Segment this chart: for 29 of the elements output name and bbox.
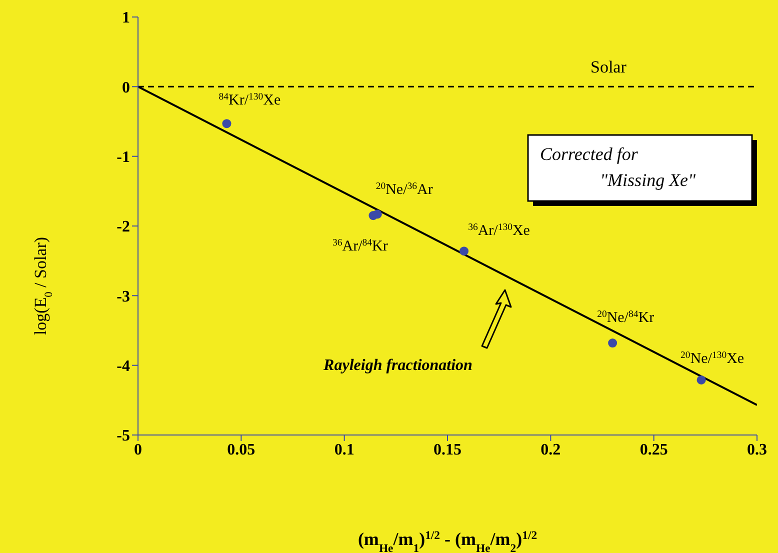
x-tick-label: 0.25 — [640, 441, 668, 458]
annotation: $^{36}$Ar/$^{84}$Kr — [332, 237, 388, 255]
y-tick-label: 0 — [122, 79, 130, 96]
annotation: $^{84}$Kr/$^{130}$Xe — [218, 91, 281, 109]
x-tick-label: 0.2 — [540, 441, 561, 458]
point — [459, 246, 469, 256]
annotation: Rayleigh fractionation — [322, 357, 473, 374]
point — [608, 338, 618, 348]
point — [222, 119, 232, 128]
x-tick-label: 0.15 — [434, 441, 462, 458]
annotation: $^{20}$Ne/$^{84}$Kr — [597, 308, 654, 326]
x-tick-label: 0.3 — [747, 441, 767, 458]
text: (m$_{He}$/m$_{1}$)$^{1/2}$ - (m$_{He}$/m$_{2}$)$^{1/2}$ — [358, 528, 538, 553]
x-tick-label: 0.05 — [227, 441, 256, 458]
ref-line-label: Solar — [590, 58, 627, 77]
annotation: $^{20}$Ne/$^{130}$Xe — [680, 349, 744, 367]
annotation: "Missing Xe" — [600, 170, 696, 190]
annotation: $^{20}$Ne/$^{36}$Ar — [376, 180, 433, 198]
y-tick-label: -2 — [116, 218, 130, 236]
x-tick-label: 0.1 — [334, 441, 354, 458]
point — [696, 375, 706, 384]
y-tick-label: -3 — [116, 288, 130, 306]
annotation: Corrected for — [540, 144, 639, 164]
y-tick-label: 1 — [122, 10, 130, 27]
x-tick-label: 0 — [134, 441, 142, 458]
y-tick-label: -1 — [116, 149, 130, 166]
annotation: $^{36}$Ar/$^{130}$Xe — [468, 222, 530, 240]
y-tick-label: -5 — [116, 428, 130, 445]
y-tick-label: -4 — [116, 358, 130, 376]
